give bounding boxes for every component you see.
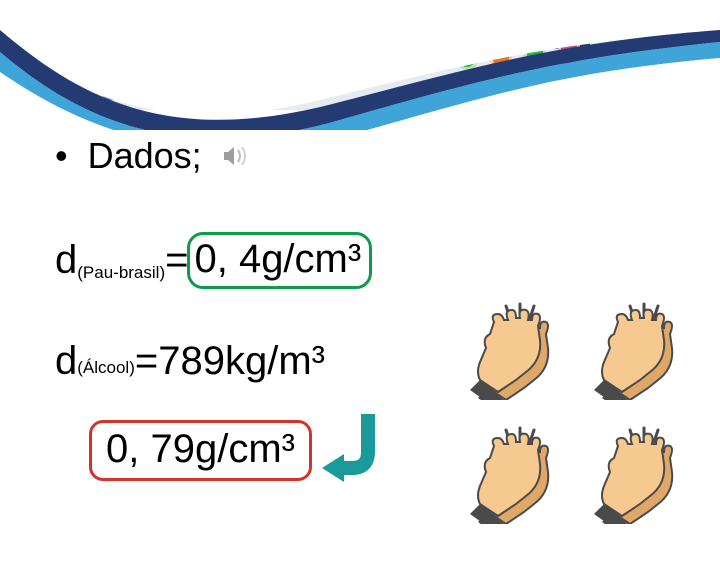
bullet: • xyxy=(55,135,68,177)
result-value: 0, 79g/cm³ xyxy=(106,427,295,471)
green-value-box: 0, 4g/cm³ xyxy=(187,232,372,289)
clap-icon xyxy=(590,424,690,524)
red-result-box: 0, 79g/cm³ xyxy=(89,420,312,481)
pau-brasil-subscript: (Pau-brasil) xyxy=(77,263,165,283)
d-symbol-2: d xyxy=(55,339,77,384)
formula-pau-brasil-row: d (Pau-brasil) = 0, 4g/cm³ xyxy=(55,232,700,289)
speaker-icon xyxy=(222,143,252,169)
equals: = xyxy=(165,238,188,283)
clap-icon xyxy=(590,300,690,400)
return-arrow-icon xyxy=(318,410,388,495)
clap-icon xyxy=(466,300,566,400)
clapping-hands-grid xyxy=(466,300,690,524)
alcool-rhs: =789kg/m³ xyxy=(135,339,325,384)
swoosh-decoration xyxy=(0,0,720,130)
d-symbol: d xyxy=(55,238,77,283)
pau-brasil-value: 0, 4g/cm³ xyxy=(194,237,361,281)
dados-label: Dados; xyxy=(88,135,202,177)
formula-pau-brasil: d (Pau-brasil) = 0, 4g/cm³ xyxy=(55,232,372,289)
formula-alcool: d (Álcool) =789kg/m³ xyxy=(55,339,325,384)
alcool-subscript: (Álcool) xyxy=(77,358,135,378)
clap-icon xyxy=(466,424,566,524)
dados-row: • Dados; xyxy=(55,135,700,177)
top-banner xyxy=(0,0,720,130)
